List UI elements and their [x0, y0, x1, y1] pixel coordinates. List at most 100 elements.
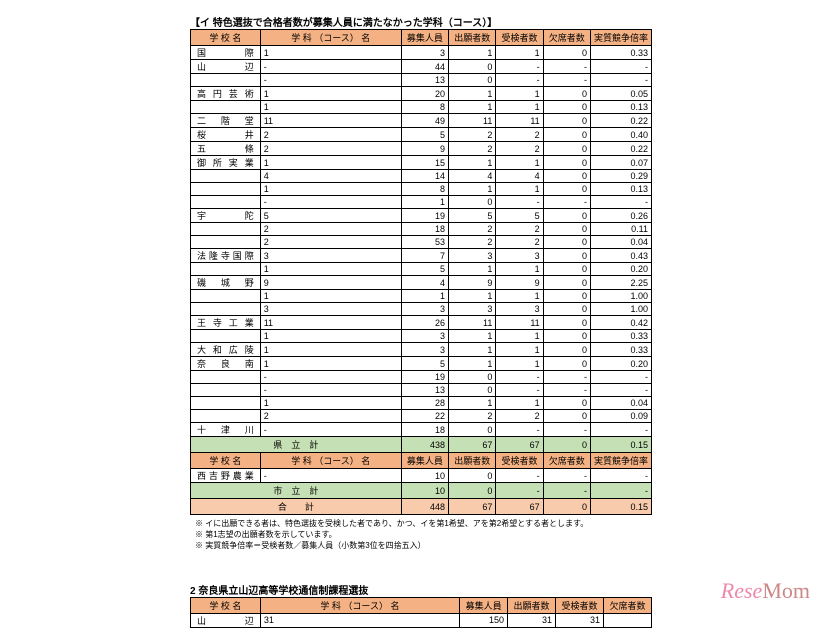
col-header: 出願者数: [508, 597, 556, 613]
cell: [191, 397, 261, 410]
table-row: 西 吉 野 農 業-100---: [191, 469, 652, 483]
cell: 44: [401, 60, 448, 74]
cell: 0.15: [590, 437, 651, 453]
cell: 8: [401, 101, 448, 114]
note-line: ※ イに出願できる者は、特色選抜を受検した者であり、かつ、イを第1希望、アを第2…: [195, 518, 646, 529]
cell: -: [260, 469, 401, 483]
cell: 5: [401, 357, 448, 371]
cell: -: [543, 384, 590, 397]
cell: 0.15: [590, 499, 651, 515]
cell: -: [590, 423, 651, 437]
cell: 1: [496, 290, 543, 303]
cell: 1: [496, 46, 543, 60]
col-header: 学 校 名: [191, 597, 261, 613]
table-2: 学 校 名学 科 （コース） 名募集人員出願者数受検者数欠席者数 山 辺3115…: [190, 597, 652, 628]
cell: 王 寺 工 業: [191, 316, 261, 330]
cell: 宇 陀: [191, 209, 261, 223]
cell: 0.29: [590, 170, 651, 183]
cell: 1: [401, 290, 448, 303]
table-row: 法 隆 寺 国 際373300.43: [191, 249, 652, 263]
cell: 1: [496, 156, 543, 170]
cell: 2: [260, 236, 401, 249]
table-1: 学 校 名学 科 （コース） 名募集人員出願者数受検者数欠席者数実質競争倍率 国…: [190, 29, 652, 515]
cell: 18: [401, 423, 448, 437]
cell: 31: [260, 613, 459, 627]
cell: 3: [401, 46, 448, 60]
table-row: 111101.00: [191, 290, 652, 303]
col-header: 実質競争倍率: [590, 453, 651, 469]
cell: 5: [401, 128, 448, 142]
cell: 1: [496, 397, 543, 410]
cell: 0: [449, 423, 496, 437]
cell: 0.11: [590, 223, 651, 236]
cell: [191, 410, 261, 423]
cell: 2: [260, 142, 401, 156]
cell: 1: [260, 343, 401, 357]
cell: 山 辺: [191, 613, 261, 627]
cell: [191, 183, 261, 196]
cell: -: [590, 74, 651, 87]
cell: 2: [449, 410, 496, 423]
cell: 1: [260, 263, 401, 276]
cell: [191, 384, 261, 397]
cell: 9: [449, 276, 496, 290]
cell: -: [543, 469, 590, 483]
cell: 1: [449, 87, 496, 101]
cell: 5: [260, 209, 401, 223]
table-row: 131100.33: [191, 330, 652, 343]
cell: 0: [543, 397, 590, 410]
col-header: 学 校 名: [191, 30, 261, 46]
cell: 1: [496, 263, 543, 276]
cell: 1: [496, 101, 543, 114]
cell: -: [260, 196, 401, 209]
cell: 0.09: [590, 410, 651, 423]
cell: 2: [496, 236, 543, 249]
cell: -: [260, 384, 401, 397]
header-row: 学 校 名学 科 （コース） 名募集人員出願者数受検者数欠席者数実質競争倍率: [191, 30, 652, 46]
cell: [191, 223, 261, 236]
cell: 3: [496, 303, 543, 316]
cell: 1: [260, 46, 401, 60]
cell: [191, 74, 261, 87]
cell: 2: [260, 410, 401, 423]
cell: 8: [401, 183, 448, 196]
cell: 0.20: [590, 357, 651, 371]
cell: 0: [543, 343, 590, 357]
cell: 0: [449, 384, 496, 397]
cell: 0.43: [590, 249, 651, 263]
table-row: 山 辺311503131: [191, 613, 652, 627]
cell: [191, 303, 261, 316]
table-row: 王 寺 工 業1126111100.42: [191, 316, 652, 330]
cell: 1.00: [590, 303, 651, 316]
cell: 2: [449, 142, 496, 156]
cell: -: [496, 384, 543, 397]
cell: 0: [543, 263, 590, 276]
cell: 十 津 川: [191, 423, 261, 437]
cell: 0: [449, 483, 496, 499]
cell: 0.07: [590, 156, 651, 170]
cell: 1: [496, 183, 543, 196]
grand-row: 合 計448676700.15: [191, 499, 652, 515]
cell: 0.42: [590, 316, 651, 330]
cell: 4: [260, 170, 401, 183]
cell: 1: [260, 156, 401, 170]
cell: 0: [543, 437, 590, 453]
cell: 二 階 堂: [191, 114, 261, 128]
cell: 御 所 実 業: [191, 156, 261, 170]
cell: 49: [401, 114, 448, 128]
cell: 0: [543, 236, 590, 249]
cell: 448: [401, 499, 448, 515]
cell: 13: [401, 384, 448, 397]
table-row: 奈 良 南151100.20: [191, 357, 652, 371]
cell: 4: [401, 276, 448, 290]
cell: 28: [401, 397, 448, 410]
cell: 0.05: [590, 87, 651, 101]
cell: 4: [449, 170, 496, 183]
cell: 西 吉 野 農 業: [191, 469, 261, 483]
col-header: 募集人員: [460, 597, 508, 613]
cell: 150: [460, 613, 508, 627]
cell: [191, 330, 261, 343]
cell: -: [590, 384, 651, 397]
cell: 1: [496, 330, 543, 343]
note-line: ※ 実質競争倍率＝受検者数／募集人員（小数第3位を四捨五入）: [195, 540, 646, 551]
